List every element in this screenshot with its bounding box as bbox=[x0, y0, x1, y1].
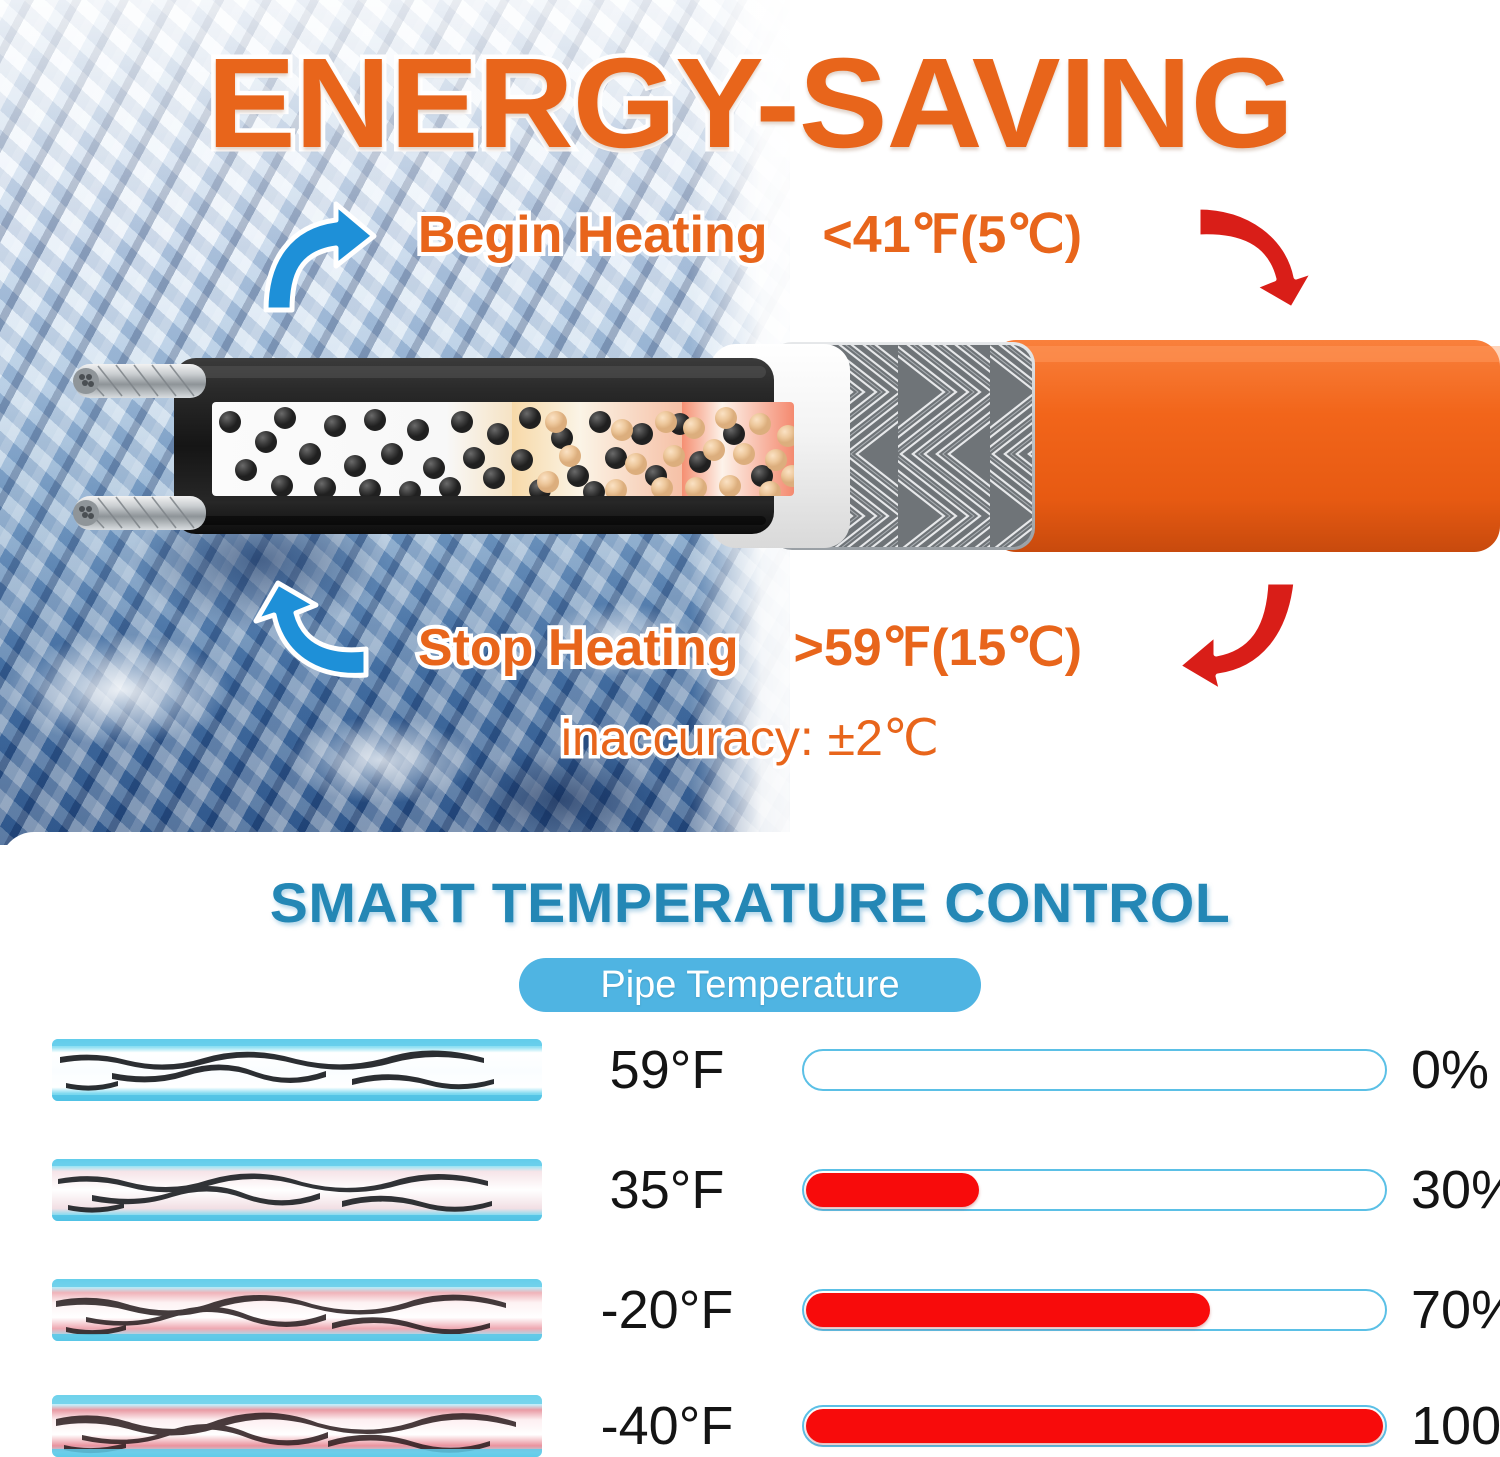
begin-heating-value: <41℉(5℃) bbox=[818, 202, 1086, 268]
row-temperature: -20°F bbox=[600, 1280, 734, 1340]
row-temperature: -40°F bbox=[600, 1396, 734, 1456]
progress-track bbox=[802, 1049, 1387, 1091]
pipe-temperature-label: Pipe Temperature bbox=[600, 964, 900, 1006]
row-percent: 30% bbox=[1411, 1160, 1500, 1220]
progress-bar bbox=[802, 1049, 1387, 1091]
progress-fill bbox=[806, 1173, 980, 1207]
panel-heading: SMART TEMPERATURE CONTROL bbox=[269, 871, 1231, 934]
table-row: -40°F 100% bbox=[0, 1388, 1500, 1457]
inaccuracy-line: inaccuracy: ±2℃ bbox=[557, 707, 942, 770]
begin-heating-line: Begin Heating <41℉(5℃) bbox=[0, 202, 1500, 268]
pipe-illustration-slightly-warm bbox=[52, 1159, 542, 1221]
row-percent: 70% bbox=[1411, 1280, 1500, 1340]
progress-fill bbox=[806, 1293, 1210, 1327]
row-temperature: 59°F bbox=[609, 1040, 725, 1100]
arrow-down-left-red-icon bbox=[1175, 579, 1299, 693]
pipe-temperature-pill: Pipe Temperature bbox=[519, 958, 981, 1012]
hero-section: ENERGY-SAVING Begin Heating <41℉(5℃) Sto… bbox=[0, 0, 1500, 845]
progress-fill bbox=[806, 1409, 1383, 1443]
pipe-illustration-warm bbox=[52, 1279, 542, 1341]
smart-control-panel: SMART TEMPERATURE CONTROL bbox=[0, 832, 1500, 1457]
row-percent: 100% bbox=[1411, 1396, 1500, 1456]
row-temperature: 35°F bbox=[609, 1160, 725, 1220]
table-row: -20°F 70% bbox=[0, 1272, 1500, 1348]
arrow-up-right-blue-icon bbox=[263, 201, 377, 313]
progress-bar bbox=[802, 1405, 1387, 1447]
top-glow-overlay bbox=[0, 0, 1500, 250]
page-title: ENERGY-SAVING bbox=[202, 32, 1299, 175]
pipe-illustration-cold bbox=[52, 1039, 542, 1101]
arrow-up-left-blue-icon bbox=[253, 580, 369, 678]
table-row: 35°F 30% bbox=[0, 1152, 1500, 1228]
heating-cable-diagram bbox=[73, 340, 1500, 552]
stop-heating-value: >59℉(15℃) bbox=[790, 615, 1087, 681]
arrow-down-right-red-icon bbox=[1195, 204, 1317, 311]
stop-heating-label: Stop Heating bbox=[414, 615, 743, 681]
table-row: 59°F 0% bbox=[0, 1032, 1500, 1108]
begin-heating-label: Begin Heating bbox=[414, 202, 772, 268]
pipe-illustration-hot bbox=[52, 1395, 542, 1457]
stop-heating-line: Stop Heating >59℉(15℃) bbox=[0, 615, 1500, 681]
progress-bar bbox=[802, 1289, 1387, 1331]
row-percent: 0% bbox=[1411, 1040, 1490, 1100]
progress-bar bbox=[802, 1169, 1387, 1211]
